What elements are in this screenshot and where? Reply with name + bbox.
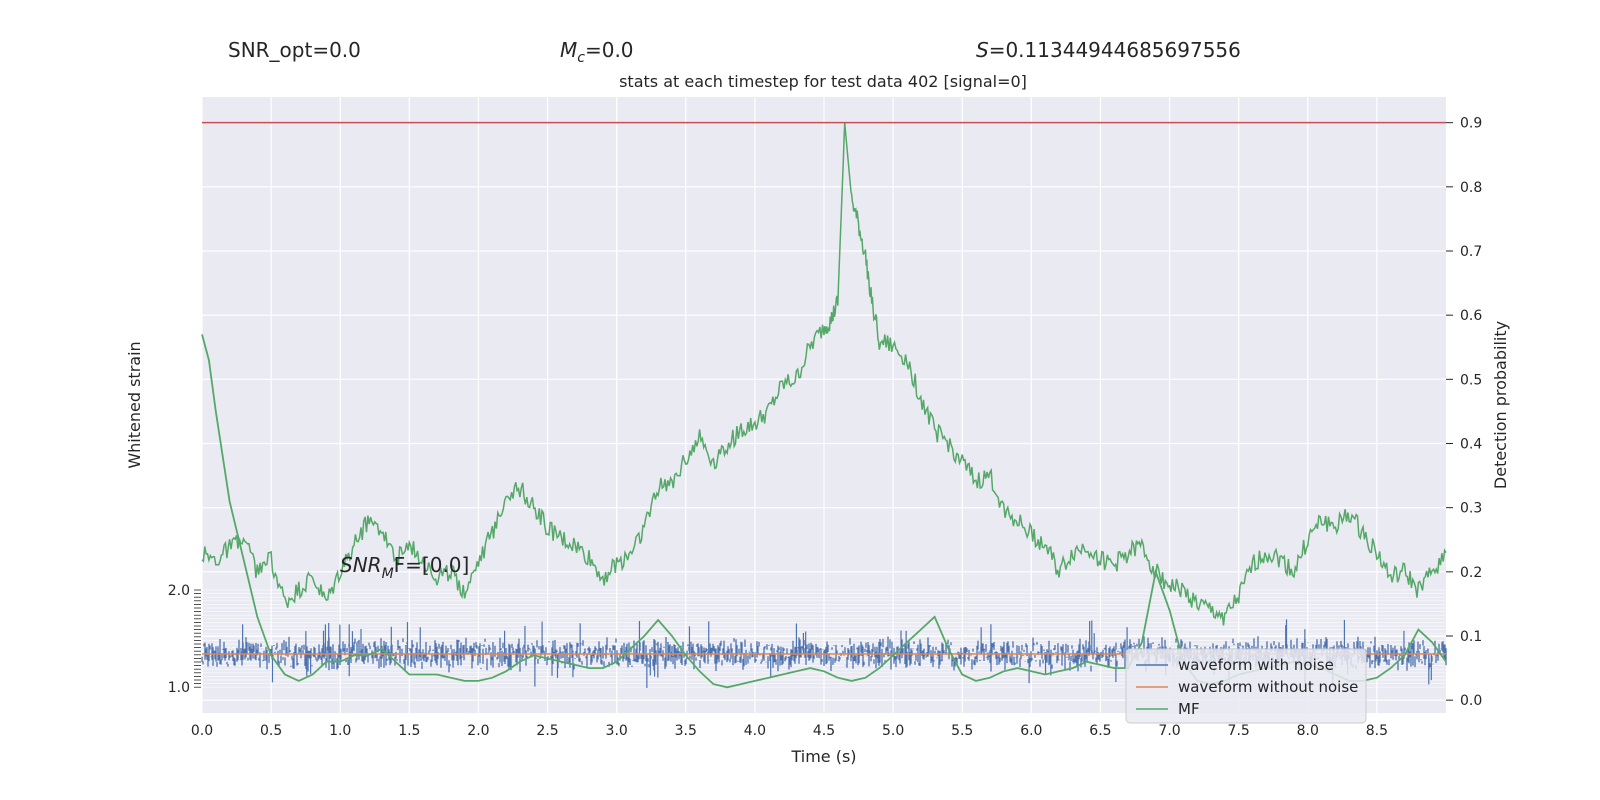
statistic-symbol: S xyxy=(976,38,989,62)
y-axis-right-label: Detection probability xyxy=(1491,321,1510,489)
x-tick-label: 6.5 xyxy=(1089,723,1111,739)
x-axis-ticks: 0.0 0.5 1.0 1.5 2.0 2.5 3.0 3.5 4.0 4.5 5.0 5.5 6.0 6… xyxy=(191,723,1388,739)
right-tick-label: 0.4 xyxy=(1460,437,1482,453)
right-tick-label: 0.6 xyxy=(1460,308,1482,324)
chart-title: stats at each timestep for test data 402… xyxy=(619,72,1027,91)
x-tick-label: 1.0 xyxy=(329,723,351,739)
x-tick-label: 0.0 xyxy=(191,723,213,739)
x-tick-label: 3.5 xyxy=(675,723,697,739)
snr-mf-subscript: M xyxy=(382,566,394,582)
x-tick-label: 6.0 xyxy=(1020,723,1042,739)
y-axis-left-label: Whitened strain xyxy=(125,341,144,468)
right-tick-label: 0.1 xyxy=(1460,629,1482,645)
right-tick-label: 0.5 xyxy=(1460,372,1482,388)
left-tick-label: 1.0 xyxy=(168,680,190,696)
right-tick-label: 0.7 xyxy=(1460,244,1482,260)
x-axis-label: Time (s) xyxy=(790,747,856,766)
snr-mf-symbol: SNR xyxy=(340,553,382,577)
right-tick-label: 0.0 xyxy=(1460,693,1482,709)
right-axis-ticks: 0.0 0.1 0.2 0.3 0.4 0.5 0.6 0.7 0.8 0.9 xyxy=(1446,116,1482,709)
x-tick-label: 8.5 xyxy=(1366,723,1388,739)
chirp-mass-symbol: M xyxy=(560,38,578,62)
statistic-value: =0.11344944685697556 xyxy=(988,38,1241,62)
snr-mf-value: F=[0.0] xyxy=(394,553,470,577)
legend: waveform with noise waveform without nois… xyxy=(1125,648,1367,724)
statistic-label: S=0.11344944685697556 xyxy=(976,38,1241,62)
x-tick-label: 5.5 xyxy=(951,723,973,739)
chirp-mass-value: =0.0 xyxy=(584,38,634,62)
legend-label: MF xyxy=(1178,700,1200,718)
legend-label: waveform with noise xyxy=(1178,656,1334,674)
snr-mf-annotation: SNRMF=[0.0] xyxy=(340,553,469,582)
right-tick-label: 0.9 xyxy=(1460,116,1482,132)
legend-box xyxy=(1125,648,1367,724)
x-tick-label: 7.5 xyxy=(1228,723,1250,739)
right-tick-label: 0.3 xyxy=(1460,501,1482,517)
x-tick-label: 7.0 xyxy=(1158,723,1180,739)
x-tick-label: 0.5 xyxy=(260,723,282,739)
x-tick-label: 8.0 xyxy=(1297,723,1319,739)
chirp-mass-subscript: c xyxy=(577,50,585,66)
chirp-mass-label: Mc=0.0 xyxy=(560,38,634,66)
x-tick-label: 2.5 xyxy=(536,723,558,739)
right-tick-label: 0.8 xyxy=(1460,180,1482,196)
detection-probability-line xyxy=(201,122,1447,626)
x-tick-label: 4.5 xyxy=(813,723,835,739)
legend-label: waveform without noise xyxy=(1178,678,1358,696)
left-tick-label: 2.0 xyxy=(168,583,190,599)
x-tick-label: 5.0 xyxy=(882,723,904,739)
x-tick-label: 1.5 xyxy=(398,723,420,739)
snr-opt-label: SNR_opt=0.0 xyxy=(228,38,361,62)
x-tick-label: 2.0 xyxy=(467,723,489,739)
detection-probability-series xyxy=(201,122,1447,626)
right-tick-label: 0.2 xyxy=(1460,565,1482,581)
x-tick-label: 4.0 xyxy=(744,723,766,739)
x-tick-label: 3.0 xyxy=(606,723,628,739)
